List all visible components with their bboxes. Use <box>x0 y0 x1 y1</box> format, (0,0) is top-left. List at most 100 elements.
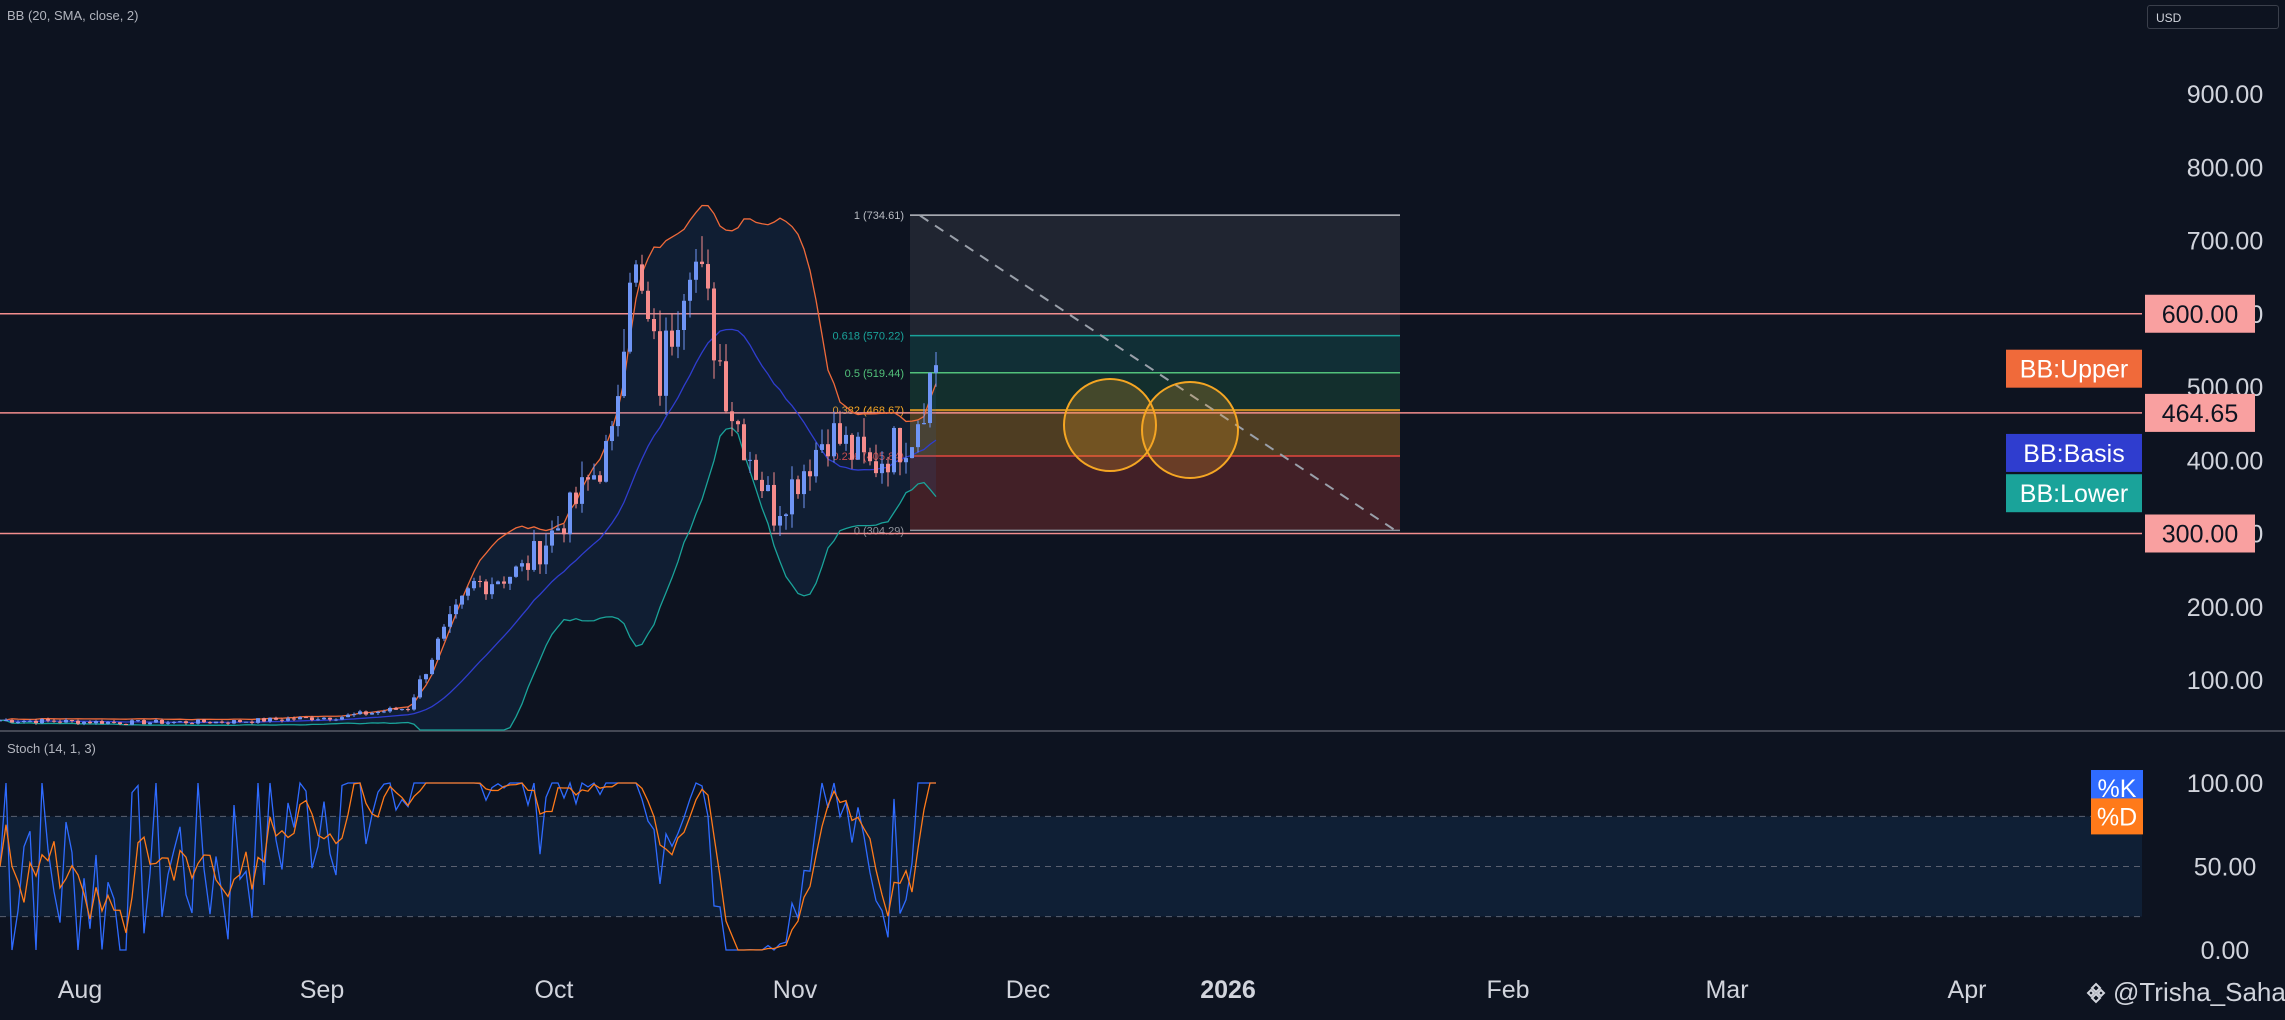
time-tick-label: 2026 <box>1200 976 1256 1004</box>
level-price-tag-text: 300.00 <box>2162 521 2238 549</box>
candle-body <box>628 282 632 352</box>
candle-body <box>274 717 278 720</box>
candle-body <box>388 707 392 712</box>
candle-body <box>118 722 122 724</box>
candle-body <box>922 423 926 425</box>
candle-body <box>352 714 356 716</box>
candle-body <box>16 721 20 723</box>
candle-body <box>520 563 524 567</box>
bb-legend-tag-text: BB:Upper <box>2020 356 2128 384</box>
candle-body <box>136 720 140 722</box>
candle-body <box>538 541 542 565</box>
candle-body <box>382 711 386 713</box>
candle-body <box>880 463 884 474</box>
candle-body <box>856 436 860 460</box>
candle-body <box>544 545 548 565</box>
highlight-circle <box>1141 381 1239 479</box>
candle-body <box>640 264 644 291</box>
candle-body <box>658 331 662 396</box>
candle-body <box>652 319 656 332</box>
candle-body <box>190 723 194 725</box>
candle-body <box>724 361 728 412</box>
candle-body <box>676 330 680 347</box>
fib-level-label: 0 (304.29) <box>854 525 904 537</box>
level-price-tag <box>2145 294 2255 333</box>
candle-body <box>730 411 734 422</box>
candle-body <box>292 718 296 720</box>
candle-body <box>562 528 566 535</box>
watermark-text: @Trisha_Saha <box>2113 977 2285 1007</box>
level-price-tag-text: 600.00 <box>2162 301 2238 329</box>
level-price-tag <box>2145 514 2255 553</box>
candle-body <box>328 717 332 720</box>
bb-indicator-label[interactable]: BB (20, SMA, close, 2) <box>7 8 139 23</box>
candle-body <box>220 721 224 723</box>
bb-band-fill <box>0 205 936 730</box>
candle-body <box>568 492 572 535</box>
candle-body <box>904 458 908 463</box>
candle-body <box>508 576 512 584</box>
candle-body <box>712 288 716 361</box>
candle-body <box>124 723 128 725</box>
price-tick-label: 100.00 <box>2187 667 2263 695</box>
candle-body <box>436 638 440 660</box>
candle-body <box>622 351 626 397</box>
author-watermark: @Trisha_Saha <box>2085 977 2285 1008</box>
time-tick-label: Aug <box>58 976 102 1004</box>
time-tick-label: Nov <box>773 976 818 1004</box>
candle-body <box>466 588 470 596</box>
currency-selector[interactable]: USD <box>2147 5 2279 29</box>
candle-body <box>442 626 446 639</box>
candle-body <box>334 719 338 721</box>
candle-body <box>154 720 158 723</box>
candle-body <box>106 721 110 724</box>
candle-body <box>304 717 308 719</box>
candle-body <box>112 721 116 723</box>
candle-body <box>472 580 476 589</box>
candle-body <box>748 459 752 461</box>
candle-body <box>808 471 812 477</box>
candle-body <box>790 479 794 515</box>
candle-body <box>64 720 68 723</box>
candle-body <box>346 714 350 718</box>
candle-body <box>916 424 920 448</box>
candle-body <box>256 718 260 723</box>
candle-body <box>556 528 560 531</box>
stoch-indicator-label[interactable]: Stoch (14, 1, 3) <box>7 741 96 756</box>
candle-body <box>340 717 344 720</box>
candle-body <box>130 720 134 725</box>
candle-body <box>526 563 530 570</box>
stoch-d-line <box>0 782 936 951</box>
candle-body <box>208 722 212 724</box>
candle-body <box>646 290 650 320</box>
candle-body <box>838 423 842 444</box>
candle-body <box>406 709 410 711</box>
candle-body <box>832 423 836 457</box>
price-tick-label: 800.00 <box>2187 154 2263 182</box>
candle-body <box>820 444 824 450</box>
candle-body <box>310 717 314 721</box>
candle-body <box>928 372 932 424</box>
stoch-legend-tag-text: %D <box>2097 803 2137 831</box>
candle-body <box>46 719 50 721</box>
candle-body <box>10 720 14 723</box>
fib-level-label: 1 (734.61) <box>854 210 904 222</box>
stoch-tick-label: 0.00 <box>2201 937 2250 965</box>
time-tick-label: Apr <box>1948 976 1987 1004</box>
bb-lower-line <box>0 427 937 731</box>
stoch-tick-label: 100.00 <box>2187 770 2263 798</box>
candle-body <box>550 530 554 546</box>
candle-body <box>754 459 758 480</box>
stoch-tick-label: 50.00 <box>2194 854 2257 882</box>
candle-body <box>478 580 482 582</box>
time-tick-label: Feb <box>1486 976 1529 1004</box>
level-price-tag-text: 464.65 <box>2162 400 2238 428</box>
candle-body <box>0 720 2 722</box>
candle-body <box>196 719 200 724</box>
candle-body <box>448 614 452 627</box>
candle-body <box>664 330 668 396</box>
candle-body <box>850 434 854 460</box>
candle-body <box>760 479 764 492</box>
candle-body <box>586 477 590 480</box>
